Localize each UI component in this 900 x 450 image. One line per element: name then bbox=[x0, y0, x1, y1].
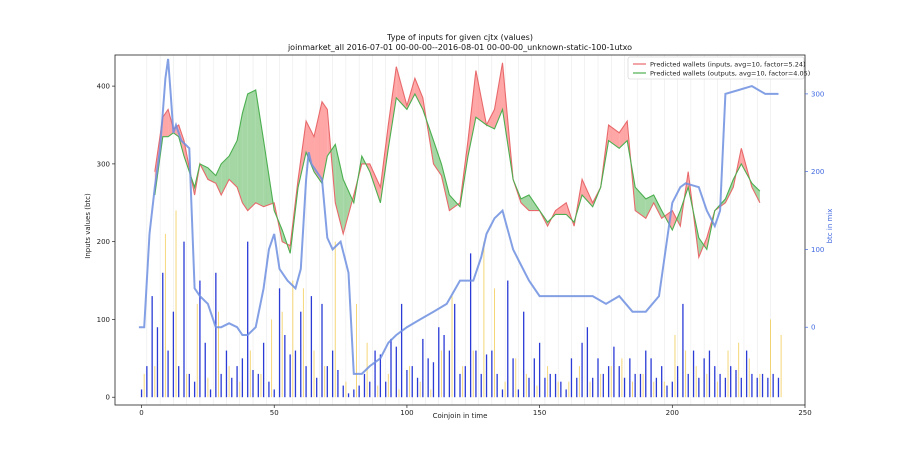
x-tick-label: 0 bbox=[139, 409, 143, 417]
legend: Predicted wallets (inputs, avg=10, facto… bbox=[627, 56, 810, 80]
axis-ticks: 0 50 100 150 200 250 0 100 200 300 400 0 100 200 300 bbox=[97, 83, 825, 417]
legend-box bbox=[627, 56, 805, 80]
y2-axis-label: btc in mix bbox=[826, 209, 834, 244]
difference-fill bbox=[247, 90, 256, 211]
x-tick-label: 100 bbox=[400, 409, 413, 417]
difference-fill bbox=[242, 93, 248, 211]
difference-fill bbox=[698, 237, 704, 258]
chart-title: Type of inputs for given cjtx (values) bbox=[386, 33, 533, 42]
difference-fill bbox=[388, 66, 397, 149]
series-line-inputs bbox=[154, 62, 761, 260]
difference-fill bbox=[255, 90, 264, 207]
x-tick-label: 200 bbox=[666, 409, 679, 417]
difference-fill bbox=[369, 163, 381, 203]
difference-fill bbox=[314, 101, 322, 184]
difference-fill bbox=[619, 121, 628, 149]
y2-tick-label: 200 bbox=[811, 168, 824, 176]
difference-fill bbox=[653, 195, 662, 219]
y-tick-label: 300 bbox=[97, 160, 110, 168]
series-line-outputs bbox=[154, 89, 761, 254]
axes bbox=[114, 54, 806, 406]
difference-fill bbox=[555, 202, 567, 215]
difference-fill bbox=[221, 156, 230, 195]
x-tick-label: 50 bbox=[270, 409, 279, 417]
yellow-bars bbox=[143, 210, 782, 398]
legend-label-outputs: Predicted wallets (outputs, avg=10, fact… bbox=[650, 70, 810, 78]
difference-fill bbox=[521, 195, 529, 211]
x-axis-label: Coinjoin in time bbox=[433, 412, 488, 420]
difference-fill bbox=[322, 101, 328, 184]
y-tick-label: 100 bbox=[97, 316, 110, 324]
difference-fill bbox=[441, 163, 450, 211]
y-axis-label: Inputs values (btc) bbox=[84, 193, 92, 259]
difference-fill bbox=[414, 78, 423, 110]
x-tick-label: 150 bbox=[533, 409, 546, 417]
difference-fill bbox=[494, 62, 503, 129]
x-tick-label: 250 bbox=[798, 409, 811, 417]
y-tick-label: 400 bbox=[97, 83, 110, 91]
difference-fill bbox=[343, 179, 353, 234]
difference-fill bbox=[449, 195, 458, 211]
difference-fill bbox=[335, 144, 344, 234]
legend-label-inputs: Predicted wallets (inputs, avg=10, facto… bbox=[650, 61, 806, 69]
chart-subtitle: joinmarket_all 2016-07-01 00-00-00--2016… bbox=[287, 43, 632, 52]
y-tick-label: 0 bbox=[106, 394, 110, 402]
series-line-mix bbox=[138, 58, 779, 375]
difference-fill bbox=[207, 167, 216, 184]
plot-area bbox=[115, 55, 805, 405]
difference-fill bbox=[672, 210, 677, 230]
y2-tick-label: 0 bbox=[811, 324, 815, 332]
blue-bars bbox=[140, 241, 780, 398]
plot-background bbox=[115, 55, 805, 405]
difference-fill bbox=[676, 210, 681, 227]
difference-fill bbox=[645, 195, 654, 219]
series-lines bbox=[138, 58, 779, 375]
y2-tick-label: 100 bbox=[811, 246, 824, 254]
y2-tick-label: 300 bbox=[811, 90, 824, 98]
y-tick-label: 200 bbox=[97, 238, 110, 246]
difference-fill bbox=[635, 187, 646, 219]
difference-fill bbox=[215, 163, 222, 195]
plot-frame bbox=[114, 54, 806, 406]
